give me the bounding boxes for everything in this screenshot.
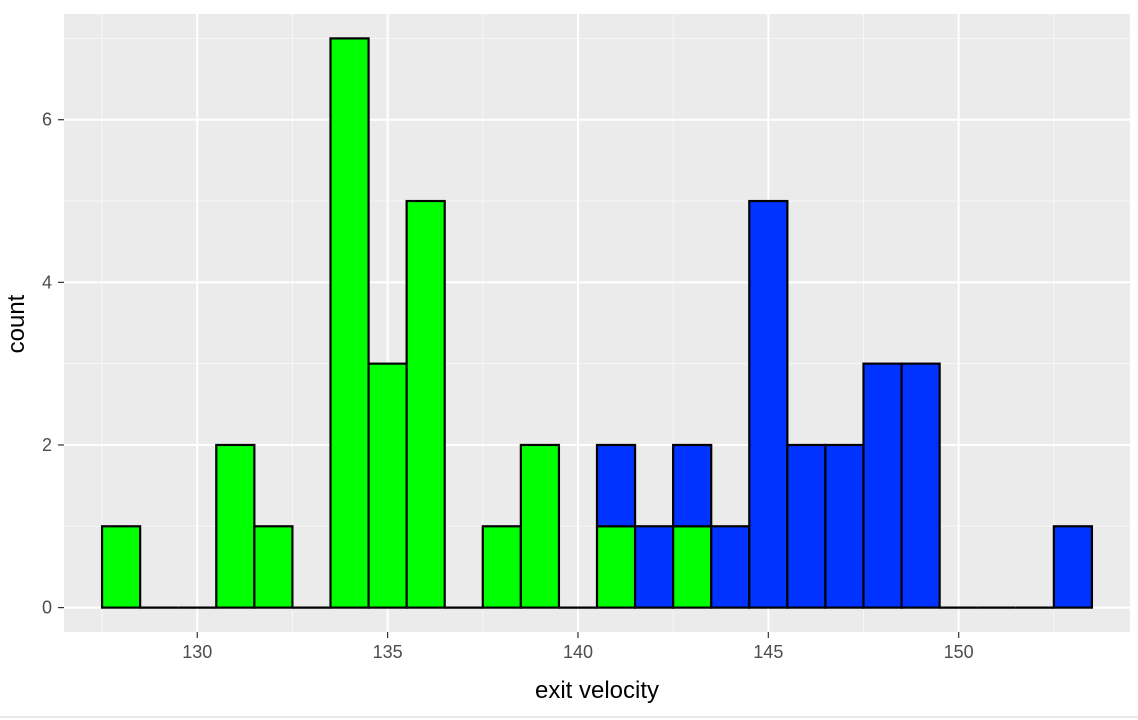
histogram-bar-series-2: [786, 443, 827, 609]
y-tick-label: 6: [42, 110, 52, 130]
histogram-bar-series-2: [748, 199, 789, 609]
bars: [100, 37, 1094, 609]
y-tick-label: 2: [42, 435, 52, 455]
histogram-bar-series-1: [253, 525, 294, 609]
x-tick-label: 130: [182, 642, 212, 662]
histogram-bar-series-1: [367, 362, 408, 609]
histogram-bar-series-2: [1052, 525, 1094, 609]
histogram-bar-series-2: [633, 525, 675, 609]
x-axis-title: exit velocity: [535, 677, 659, 704]
x-tick-label: 140: [563, 642, 593, 662]
histogram-bar-series-1: [405, 199, 446, 609]
y-tick-label: 0: [42, 598, 52, 618]
x-tick-label: 150: [944, 642, 974, 662]
histogram-bar-series-2: [710, 525, 751, 609]
histogram-bar-series-1: [672, 525, 713, 609]
histogram-bar-series-2: [900, 362, 941, 609]
histogram-bar-series-2: [824, 443, 865, 609]
histogram-bar-series-2: [595, 443, 637, 528]
histogram-bar-series-2: [672, 443, 713, 528]
x-tick-label: 145: [753, 642, 783, 662]
y-axis-title: count: [3, 294, 30, 353]
histogram-bar-series-1: [100, 525, 142, 609]
y-tick-label: 4: [42, 272, 52, 292]
axes: 130 135 140 145 150 0 2 4 6: [42, 110, 974, 662]
histogram-bar-series-1: [329, 37, 370, 609]
histogram-bar-series-2: [862, 362, 903, 609]
histogram-bar-series-1: [481, 525, 522, 609]
histogram-bar-series-1: [519, 443, 561, 609]
histogram-bar-series-1: [215, 443, 256, 609]
x-tick-label: 135: [373, 642, 403, 662]
histogram-bar-series-1: [595, 525, 637, 609]
